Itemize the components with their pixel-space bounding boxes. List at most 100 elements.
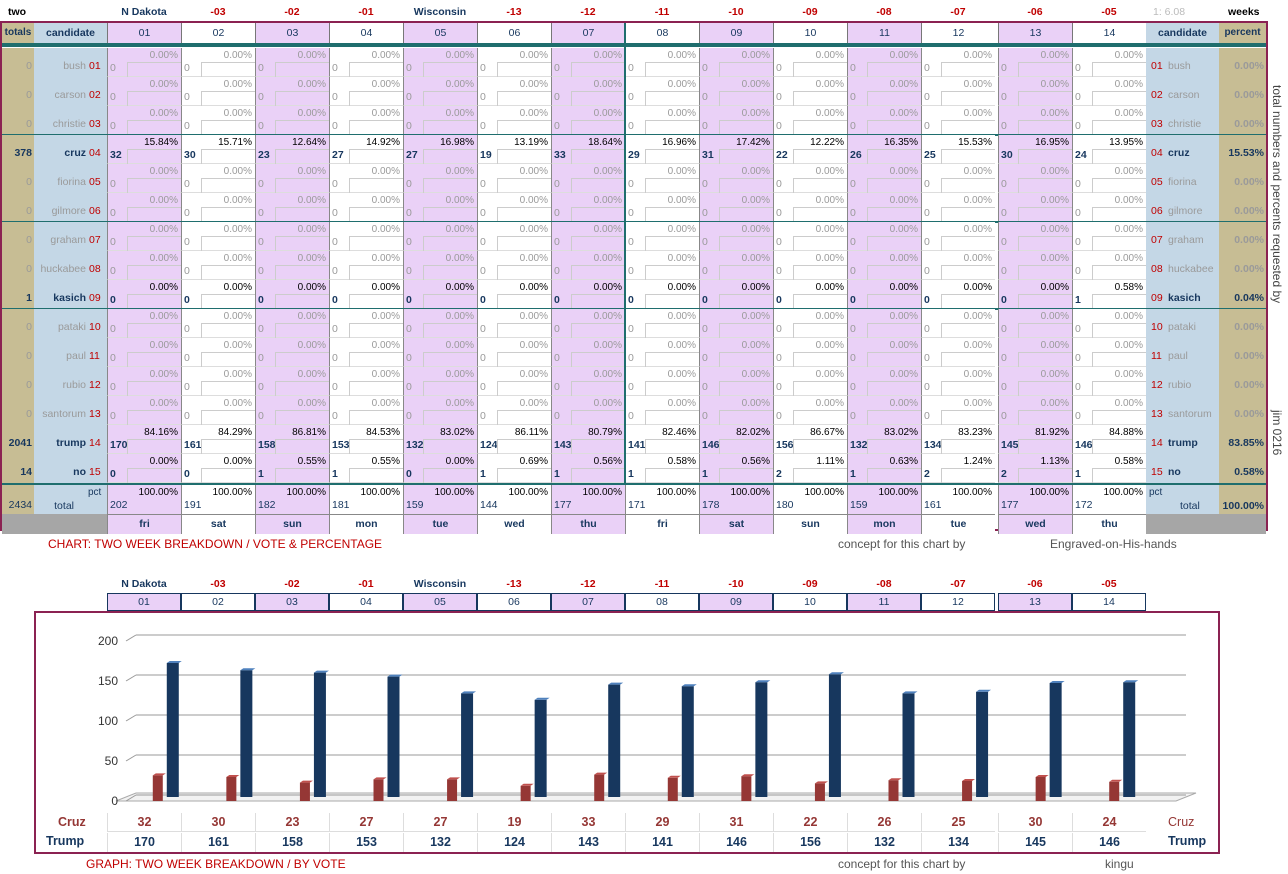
vote-percent: 0.00% bbox=[149, 369, 178, 380]
cell-divider bbox=[497, 410, 551, 425]
candidate-number: 05 bbox=[89, 176, 101, 188]
cell-divider bbox=[1092, 120, 1146, 135]
cell-divider bbox=[423, 178, 477, 193]
vote-count: 170 bbox=[110, 439, 128, 451]
cell-divider bbox=[349, 381, 403, 396]
vote-percent: 0.00% bbox=[667, 398, 696, 409]
candidate-cell-right bbox=[1146, 251, 1219, 280]
vote-count: 0 bbox=[258, 294, 264, 306]
column-total: 159 bbox=[406, 499, 424, 511]
candidate-number: 13 bbox=[89, 408, 101, 420]
trump-value-cell: 134 bbox=[921, 833, 995, 852]
vote-percent: 0.00% bbox=[223, 79, 252, 90]
right-label: weeks bbox=[1228, 6, 1260, 18]
vote-percent: 0.00% bbox=[445, 253, 474, 264]
vote-percent: 0.00% bbox=[1040, 224, 1069, 235]
cell-divider bbox=[571, 62, 625, 77]
vote-percent: 0.00% bbox=[889, 282, 918, 293]
vote-count: 0 bbox=[332, 236, 338, 248]
cell-divider bbox=[793, 62, 847, 77]
vote-percent: 0.00% bbox=[297, 79, 326, 90]
vote-count: 0 bbox=[110, 381, 116, 393]
cell-divider bbox=[867, 265, 921, 280]
cruz-bar-top bbox=[520, 783, 534, 786]
bottom-column-header: 04 bbox=[329, 593, 403, 611]
vote-count: 0 bbox=[702, 62, 708, 74]
cell-divider bbox=[1092, 410, 1146, 425]
vote-percent: 0.00% bbox=[519, 340, 548, 351]
vote-count: 0 bbox=[776, 265, 782, 277]
vote-percent: 82.02% bbox=[736, 427, 770, 438]
bottom-date-label: -06 bbox=[1027, 578, 1043, 590]
candidate-total: 0 bbox=[26, 234, 32, 246]
cell-divider bbox=[497, 294, 551, 309]
vote-percent: 0.00% bbox=[297, 282, 326, 293]
column-header: 10 bbox=[773, 23, 847, 43]
vote-count: 0 bbox=[110, 265, 116, 277]
vote-count: 0 bbox=[628, 120, 634, 132]
candidate-cell-right bbox=[1146, 280, 1219, 309]
vote-percent: 0.00% bbox=[223, 50, 252, 61]
vote-percent: 0.00% bbox=[963, 224, 992, 235]
candidate-cell bbox=[34, 222, 107, 251]
cell-divider bbox=[423, 439, 477, 454]
percent-cell bbox=[1219, 309, 1266, 338]
column-total: 182 bbox=[258, 499, 276, 511]
trump-row-label: Trump bbox=[46, 834, 85, 848]
vote-count: 0 bbox=[554, 91, 560, 103]
vote-count: 0 bbox=[850, 294, 856, 306]
date-label: Wisconsin bbox=[413, 6, 467, 18]
percent-cell bbox=[1219, 135, 1266, 164]
cruz-bar bbox=[520, 785, 531, 801]
cell-divider bbox=[1092, 352, 1146, 367]
trump-bar bbox=[1123, 682, 1136, 797]
cruz-bar-top bbox=[1109, 779, 1123, 782]
trump-bar-top bbox=[755, 680, 771, 683]
cell-divider bbox=[571, 439, 625, 454]
vote-percent: 0.00% bbox=[1114, 79, 1143, 90]
cell-divider bbox=[867, 62, 921, 77]
cell-divider bbox=[867, 410, 921, 425]
cell-divider bbox=[349, 178, 403, 193]
cell-divider bbox=[201, 294, 255, 309]
vote-percent: 16.95% bbox=[1035, 137, 1069, 148]
vote-count: 0 bbox=[702, 352, 708, 364]
vote-count: 0 bbox=[628, 207, 634, 219]
cell-divider bbox=[127, 468, 181, 483]
candidate-percent: 0.00% bbox=[1234, 118, 1264, 130]
candidate-name-right: cruz bbox=[1168, 147, 1190, 159]
cell-divider bbox=[1092, 468, 1146, 483]
vote-count: 1 bbox=[332, 468, 338, 480]
trump-value-cell: 124 bbox=[477, 833, 551, 852]
candidate-name: santorum bbox=[42, 408, 86, 420]
cruz-value-cell: 32 bbox=[107, 813, 181, 832]
bottom-column-header: 09 bbox=[699, 593, 773, 611]
candidate-number-right: 15 bbox=[1151, 466, 1163, 478]
cell-divider bbox=[867, 207, 921, 222]
vote-percent: 1.13% bbox=[1040, 456, 1069, 467]
vote-count: 0 bbox=[1075, 323, 1081, 335]
cell-divider bbox=[201, 439, 255, 454]
vote-count: 1 bbox=[628, 468, 634, 480]
candidate-number-right: 14 bbox=[1151, 437, 1163, 449]
cell-divider bbox=[423, 352, 477, 367]
cell-divider bbox=[719, 178, 773, 193]
vote-percent: 0.00% bbox=[1040, 253, 1069, 264]
vote-percent: 0.00% bbox=[1114, 369, 1143, 380]
cell-divider bbox=[1018, 120, 1072, 135]
candidate-name-right: gilmore bbox=[1168, 205, 1203, 217]
trump-bar bbox=[534, 699, 547, 797]
candidate-cell-right bbox=[1146, 135, 1219, 164]
candidate-total: 0 bbox=[26, 176, 32, 188]
day-cell: sat bbox=[699, 514, 773, 534]
column-header: 07 bbox=[551, 23, 625, 43]
vote-count: 0 bbox=[1075, 236, 1081, 248]
vote-count: 0 bbox=[184, 468, 190, 480]
cell-divider bbox=[127, 120, 181, 135]
vote-percent: 0.00% bbox=[149, 311, 178, 322]
column-header: 12 bbox=[921, 23, 995, 43]
bottom-date-label: -10 bbox=[728, 578, 744, 590]
vote-percent: 0.00% bbox=[593, 79, 622, 90]
vote-count: 0 bbox=[110, 207, 116, 219]
cell-divider bbox=[571, 236, 625, 251]
